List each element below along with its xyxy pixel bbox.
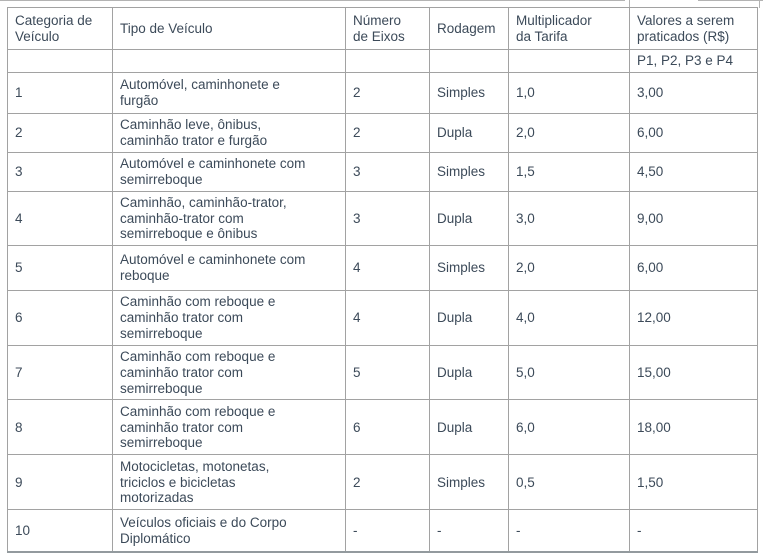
col-header-multiplicador: Multiplicador da Tarifa <box>508 7 630 50</box>
cell-valores: 3,00 <box>629 71 758 114</box>
cell-valores: 6,00 <box>629 245 758 292</box>
col-header-categoria: Categoria de Veículo <box>7 7 113 50</box>
cell-multiplicador: 3,0 <box>508 190 630 247</box>
cell-tipo: Automóvel e caminhonete com semirreboque <box>112 151 346 192</box>
cell-valores: 18,00 <box>629 399 758 456</box>
cell-eixos: 3 <box>345 190 430 247</box>
cell-rodagem: Dupla <box>429 345 509 401</box>
cell-eixos: - <box>345 509 430 553</box>
table-row: 10 Veículos oficiais e do Corpo Diplomáti… <box>7 509 758 553</box>
cell-rodagem: Simples <box>429 151 509 192</box>
table-row: 7 Caminhão com reboque e caminhão trator … <box>7 345 758 401</box>
table-row: 1 Automóvel, caminhonete e furgão 2 Simples… <box>7 71 758 114</box>
cell-tipo: Caminhão com reboque e caminhão trator c… <box>112 290 346 347</box>
table-row: 8 Caminhão com reboque e caminhão trator … <box>7 399 758 456</box>
cell-multiplicador: 2,0 <box>508 245 630 292</box>
cell-eixos: 4 <box>345 290 430 347</box>
cell-valores: 9,00 <box>629 190 758 247</box>
cell-tipo: Caminhão leve, ônibus, caminhão trator e… <box>112 112 346 153</box>
cell-categoria: 9 <box>7 454 113 511</box>
header-row: Categoria de Veículo Tipo de Veículo Núm… <box>7 7 758 50</box>
cropped-top-stub-mid <box>629 0 630 8</box>
col-header-eixos: Número de Eixos <box>345 7 430 50</box>
cell-tipo: Automóvel, caminhonete e furgão <box>112 71 346 114</box>
table-container: Categoria de Veículo Tipo de Veículo Núm… <box>7 7 758 553</box>
cell-eixos: 2 <box>345 454 430 511</box>
cell-multiplicador: 1,0 <box>508 71 630 114</box>
cell-tipo: Caminhão com reboque e caminhão trator c… <box>112 399 346 456</box>
cell-valores: 1,50 <box>629 454 758 511</box>
cell-eixos: 2 <box>345 71 430 114</box>
cell-multiplicador: 5,0 <box>508 345 630 401</box>
subheader-row: P1, P2, P3 e P4 <box>7 49 758 73</box>
cell-multiplicador: 0,5 <box>508 454 630 511</box>
table-row: 5 Automóvel e caminhonete com reboque 4 Sim… <box>7 245 758 292</box>
cell-eixos: 5 <box>345 345 430 401</box>
cell-eixos: 3 <box>345 151 430 192</box>
subheader-cell-empty <box>112 49 346 73</box>
col-header-rodagem: Rodagem <box>429 7 509 50</box>
cell-categoria: 4 <box>7 190 113 247</box>
cell-multiplicador: 2,0 <box>508 112 630 153</box>
cell-categoria: 8 <box>7 399 113 456</box>
cell-categoria: 5 <box>7 245 113 292</box>
cell-rodagem: - <box>429 509 509 553</box>
cell-rodagem: Simples <box>429 245 509 292</box>
cell-valores: 6,00 <box>629 112 758 153</box>
cell-eixos: 2 <box>345 112 430 153</box>
cell-rodagem: Dupla <box>429 399 509 456</box>
col-header-tipo: Tipo de Veículo <box>112 7 346 50</box>
vehicle-tariff-table: Categoria de Veículo Tipo de Veículo Núm… <box>7 7 758 553</box>
cell-categoria: 7 <box>7 345 113 401</box>
cell-valores: 12,00 <box>629 290 758 347</box>
cropped-top-stub-right <box>759 0 760 8</box>
cell-multiplicador: - <box>508 509 630 553</box>
table-row: 4 Caminhão, caminhão-trator, caminhão-tra… <box>7 190 758 247</box>
cell-categoria: 6 <box>7 290 113 347</box>
cell-categoria: 2 <box>7 112 113 153</box>
cell-rodagem: Dupla <box>429 190 509 247</box>
cell-tipo: Caminhão, caminhão-trator, caminhão-trat… <box>112 190 346 247</box>
cell-eixos: 6 <box>345 399 430 456</box>
table-body: 1 Automóvel, caminhonete e furgão 2 Simples… <box>7 71 758 553</box>
cell-categoria: 1 <box>7 71 113 114</box>
subheader-cell-empty <box>7 49 113 73</box>
subheader-cell-valores: P1, P2, P3 e P4 <box>629 49 758 73</box>
table-row: 9 Motocicletas, motonetas, triciclos e bi… <box>7 454 758 511</box>
cell-tipo: Caminhão com reboque e caminhão trator c… <box>112 345 346 401</box>
cell-valores: 15,00 <box>629 345 758 401</box>
table-row: 2 Caminhão leve, ônibus, caminhão trator … <box>7 112 758 153</box>
cell-multiplicador: 6,0 <box>508 399 630 456</box>
cell-rodagem: Simples <box>429 71 509 114</box>
cell-multiplicador: 4,0 <box>508 290 630 347</box>
subheader-cell-empty <box>345 49 430 73</box>
cropped-top-line-left <box>0 0 625 1</box>
col-header-valores: Valores a serem praticados (R$) <box>629 7 758 50</box>
cell-rodagem: Dupla <box>429 112 509 153</box>
cell-valores: 4,50 <box>629 151 758 192</box>
cell-rodagem: Dupla <box>429 290 509 347</box>
cell-rodagem: Simples <box>429 454 509 511</box>
cell-valores: - <box>629 509 758 553</box>
cropped-top-line-right <box>698 0 763 1</box>
table-row: 3 Automóvel e caminhonete com semirreboqu… <box>7 151 758 192</box>
subheader-cell-empty <box>429 49 509 73</box>
cell-tipo: Veículos oficiais e do Corpo Diplomático <box>112 509 346 553</box>
cell-tipo: Motocicletas, motonetas, triciclos e bic… <box>112 454 346 511</box>
cell-categoria: 10 <box>7 509 113 553</box>
cell-multiplicador: 1,5 <box>508 151 630 192</box>
table-row: 6 Caminhão com reboque e caminhão trator … <box>7 290 758 347</box>
cell-categoria: 3 <box>7 151 113 192</box>
subheader-cell-empty <box>508 49 630 73</box>
cell-eixos: 4 <box>345 245 430 292</box>
cell-tipo: Automóvel e caminhonete com reboque <box>112 245 346 292</box>
